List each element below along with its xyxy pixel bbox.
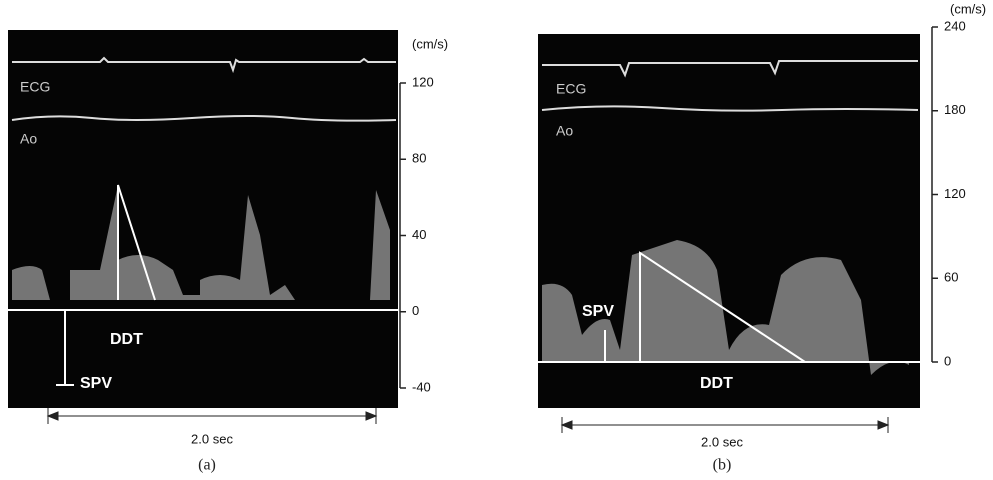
- ddt-triangle: [117, 184, 156, 301]
- tick-label: 80: [412, 151, 426, 166]
- annotation: DDT: [110, 331, 143, 348]
- scale-bar: [46, 408, 378, 424]
- tick-label: 60: [944, 270, 958, 285]
- doppler-image: [8, 30, 398, 408]
- tick-label: 0: [944, 353, 951, 368]
- tick-label: 180: [944, 102, 966, 117]
- spectral-flow: [542, 240, 909, 375]
- trace-label: Ao: [556, 123, 573, 139]
- spectral-flow: [12, 185, 390, 300]
- caption: (a): [198, 457, 216, 474]
- ao-trace: [541, 105, 919, 112]
- tick-label: 120: [412, 74, 434, 89]
- annotation: DDT: [700, 375, 733, 392]
- unit-label: (cm/s): [950, 1, 986, 16]
- scale-bar: [560, 417, 890, 433]
- tick-label: -40: [412, 379, 431, 394]
- spv-marker: [56, 310, 74, 386]
- ao-trace: [11, 115, 397, 122]
- trace-label: ECG: [556, 81, 586, 97]
- scale-label: 2.0 sec: [701, 434, 743, 449]
- ecg-trace: [542, 60, 918, 78]
- tick-label: 120: [944, 186, 966, 201]
- ddt-triangle: [604, 251, 806, 363]
- trace-label: ECG: [20, 79, 50, 95]
- ecg-trace: [12, 56, 396, 74]
- unit-label: (cm/s): [412, 36, 448, 51]
- tick-label: 0: [412, 303, 419, 318]
- tick-label: 40: [412, 227, 426, 242]
- scale-label: 2.0 sec: [191, 431, 233, 446]
- annotation: SPV: [80, 375, 112, 392]
- caption: (b): [713, 457, 732, 474]
- tick-label: 240: [944, 18, 966, 33]
- trace-label: Ao: [20, 131, 37, 147]
- annotation: SPV: [582, 303, 614, 320]
